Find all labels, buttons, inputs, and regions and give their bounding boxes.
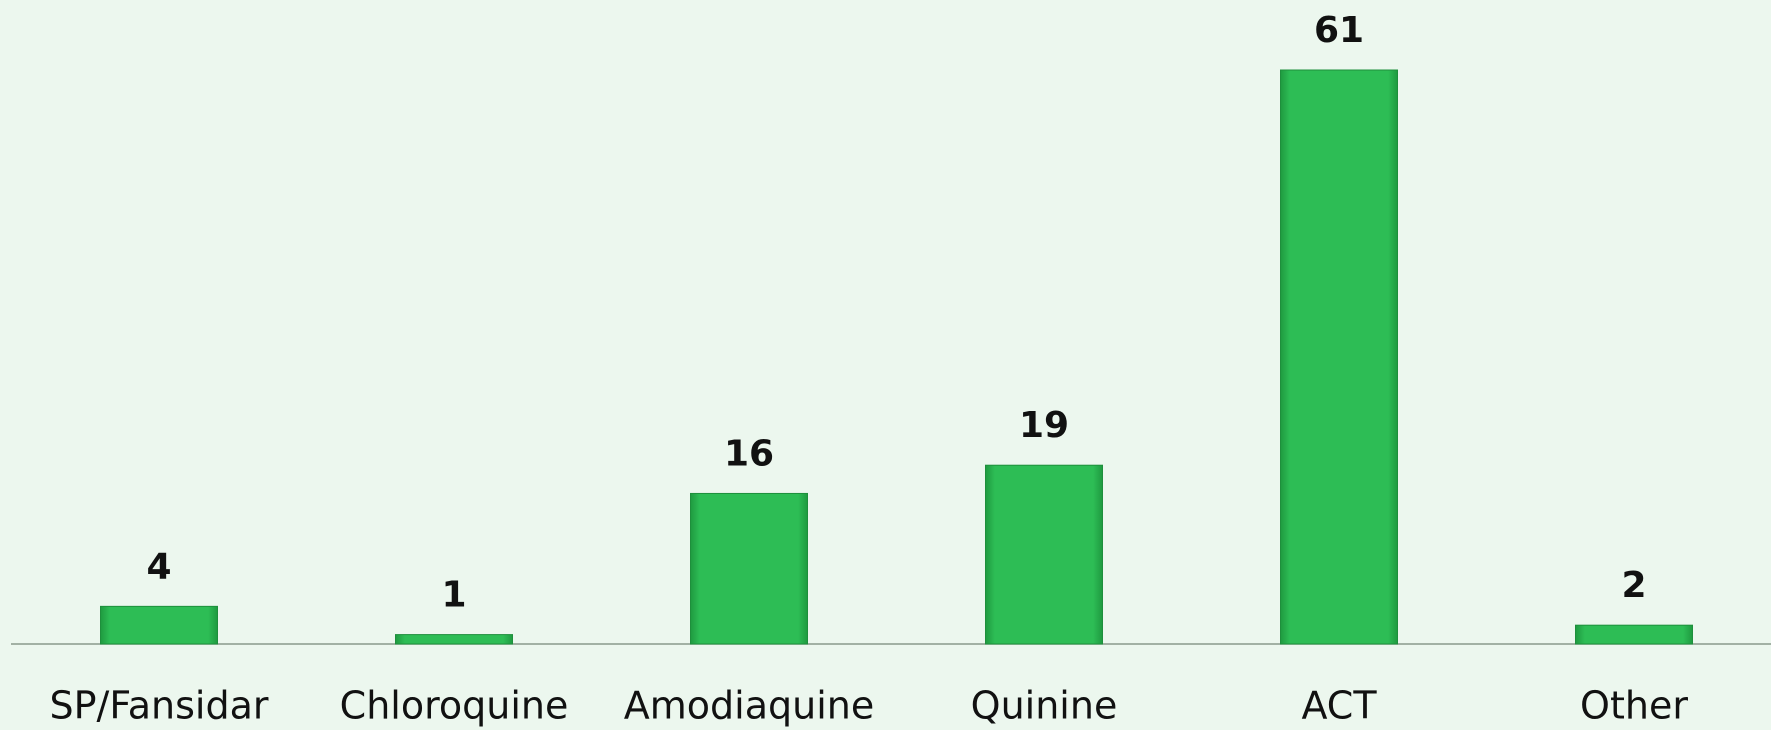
value-label: 61: [1314, 10, 1364, 51]
x-tick-label: Amodiaquine: [624, 684, 874, 728]
value-label: 19: [1019, 405, 1069, 446]
bar: [100, 605, 218, 645]
x-tick-label: ACT: [1301, 684, 1377, 728]
bar: [1575, 624, 1693, 645]
value-label: 16: [724, 433, 774, 474]
x-tick-label: SP/Fansidar: [50, 684, 269, 728]
x-tick-label: Chloroquine: [340, 684, 569, 728]
x-tick-label: Other: [1580, 684, 1688, 728]
bar: [690, 492, 808, 645]
bar: [395, 634, 513, 645]
bar: [1280, 69, 1398, 645]
x-tick-label: Quinine: [971, 684, 1118, 728]
bar: [985, 464, 1103, 645]
value-label: 2: [1621, 565, 1646, 606]
value-label: 1: [441, 575, 466, 616]
value-label: 4: [146, 546, 171, 587]
